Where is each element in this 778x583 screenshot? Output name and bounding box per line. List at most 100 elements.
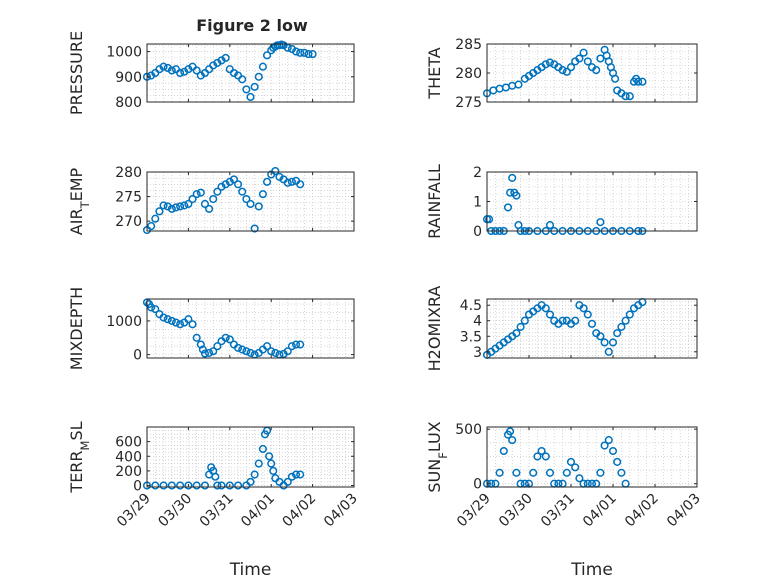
- data-point: [596, 468, 605, 477]
- data-point: [211, 472, 220, 481]
- data-point: [192, 66, 201, 75]
- data-point: [304, 50, 313, 59]
- data-series: [142, 298, 305, 359]
- data-point: [608, 446, 618, 456]
- data-point: [151, 481, 160, 490]
- y-tick-label: 1000: [106, 45, 142, 61]
- data-point: [592, 66, 601, 75]
- data-point: [234, 180, 243, 189]
- data-point: [163, 315, 172, 324]
- y-tick-label: 280: [455, 66, 482, 82]
- data-point: [283, 477, 292, 486]
- data-point: [506, 427, 515, 436]
- data-point: [541, 60, 550, 69]
- data-point: [221, 180, 230, 189]
- y-tick-label: 280: [115, 165, 142, 181]
- data-point: [269, 466, 278, 475]
- data-point: [238, 345, 247, 354]
- data-point: [159, 313, 168, 322]
- data-point: [221, 53, 230, 62]
- data-point: [571, 463, 580, 472]
- data-point: [250, 470, 259, 479]
- data-point: [176, 202, 185, 211]
- data-point: [159, 201, 168, 210]
- data-point: [192, 481, 201, 490]
- y-tick-label: 270: [115, 214, 142, 230]
- data-series: [482, 298, 647, 359]
- data-point: [246, 92, 255, 102]
- data-point: [512, 329, 521, 338]
- data-point: [180, 201, 189, 210]
- y-tick-label: 2: [473, 165, 482, 181]
- y-tick-label: 275: [115, 190, 142, 206]
- data-point: [263, 51, 272, 60]
- data-point: [291, 340, 301, 349]
- data-point: [558, 316, 567, 325]
- data-point: [296, 48, 305, 57]
- axes-box: [486, 426, 698, 488]
- data-point: [545, 221, 555, 230]
- data-point: [275, 172, 284, 181]
- y-tick-label: 0: [133, 479, 142, 495]
- data-point: [308, 50, 317, 59]
- y-axis-label: AIRTEMP: [67, 167, 92, 235]
- data-point: [283, 178, 292, 187]
- data-point: [250, 82, 259, 91]
- data-point: [604, 347, 613, 356]
- y-tick-label: 1000: [106, 314, 142, 330]
- data-point: [147, 222, 156, 231]
- data-point: [625, 310, 634, 319]
- y-tick-label: 3: [473, 345, 482, 361]
- data-point: [296, 340, 305, 349]
- data-point: [566, 457, 576, 466]
- data-point: [541, 452, 550, 461]
- data-point: [213, 481, 222, 490]
- data-point: [217, 182, 226, 191]
- data-point: [242, 347, 251, 356]
- data-point: [575, 474, 584, 483]
- y-axis-label: TERRMSL: [67, 421, 92, 493]
- data-point: [225, 335, 234, 344]
- y-axis-label: RAINFALL: [425, 164, 444, 239]
- data-point: [604, 436, 613, 445]
- y-tick-label: 400: [115, 449, 142, 465]
- data-point: [205, 348, 214, 357]
- data-point: [246, 477, 255, 486]
- subplot-air-temp: 270 275 280 AIRTEMP: [67, 165, 355, 235]
- data-point: [159, 481, 168, 490]
- data-point: [617, 468, 626, 477]
- data-point: [283, 347, 292, 356]
- data-point: [167, 316, 176, 325]
- y-tick-label: 285: [455, 37, 482, 53]
- data-point: [147, 303, 156, 312]
- data-point: [246, 199, 255, 209]
- data-point: [520, 316, 529, 325]
- axes-box: [146, 171, 355, 232]
- data-point: [566, 63, 576, 72]
- subplot-sun-flux: 03/29 03/30 03/31 04/01 04/02 04/030500SUNFLU…: [425, 421, 704, 580]
- data-point: [495, 468, 504, 477]
- data-point: [258, 444, 267, 454]
- data-point: [258, 190, 267, 199]
- data-point: [575, 54, 584, 63]
- data-series: [142, 166, 305, 235]
- data-series: [482, 45, 647, 101]
- data-point: [242, 194, 251, 204]
- subplot-pressure: 800 900 1000 PRESSURE: [67, 31, 355, 115]
- data-point: [545, 58, 555, 67]
- data-point: [213, 187, 222, 196]
- data-point: [514, 80, 523, 89]
- data-point: [200, 199, 210, 209]
- data-point: [265, 452, 274, 461]
- grid-lines: [486, 299, 698, 358]
- y-tick-label: 0: [473, 477, 482, 493]
- data-point: [254, 459, 263, 468]
- plot-area: [147, 299, 354, 358]
- data-point: [545, 468, 555, 477]
- data-point: [263, 177, 272, 186]
- data-point: [287, 177, 296, 186]
- plot-area: [147, 172, 354, 231]
- y-tick-label: 200: [115, 464, 142, 480]
- data-point: [621, 92, 630, 101]
- data-point: [296, 180, 305, 189]
